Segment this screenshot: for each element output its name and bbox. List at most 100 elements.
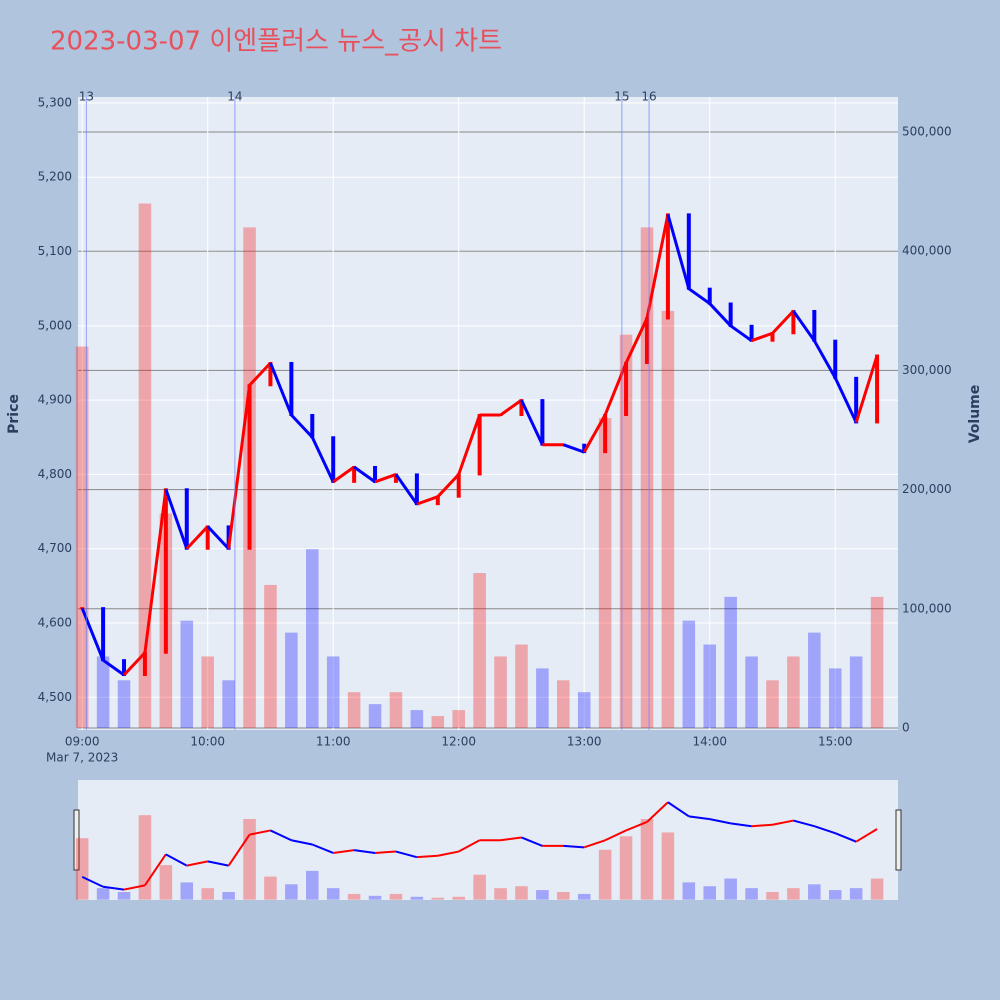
slider-volume-bar	[577, 893, 591, 900]
slider-volume-bar	[180, 882, 194, 900]
candle-body	[456, 473, 461, 498]
slider-volume-bar	[138, 815, 152, 900]
slider-price-segment	[855, 828, 878, 843]
slider-price-segment	[563, 844, 585, 849]
slider-price-segment	[437, 850, 459, 857]
volume-bar	[661, 310, 675, 728]
slider-volume-bar	[640, 819, 654, 900]
volume-bar	[180, 620, 194, 728]
slider-price-segment	[333, 849, 355, 854]
price-segment	[353, 465, 376, 484]
candle-body	[184, 488, 189, 550]
price-segment	[499, 398, 523, 417]
price-segment	[332, 465, 355, 484]
slider-price-segment	[207, 860, 229, 867]
price-segment	[290, 413, 314, 439]
slider-price-segment	[834, 832, 857, 843]
slider-price-segment	[353, 849, 376, 854]
candle-body	[163, 488, 168, 654]
candle-body	[373, 465, 378, 483]
slider-price-segment	[270, 829, 292, 842]
y-tick-label: 4,600	[38, 616, 72, 630]
slider-volume-bar	[661, 832, 675, 900]
slider-volume-bar	[410, 896, 424, 900]
volume-bar	[745, 656, 758, 728]
volume-bar	[368, 704, 382, 728]
volume-bar	[285, 632, 298, 728]
slider-volume-bar	[473, 874, 486, 900]
candle-body	[142, 651, 147, 677]
slider-price-segment	[814, 825, 836, 835]
annotation-label: 13	[79, 90, 94, 104]
candle-body	[205, 525, 210, 550]
candle-body	[665, 213, 670, 320]
slider-price-segment	[730, 822, 752, 828]
slider-price-segment	[751, 823, 773, 828]
price-segment	[227, 385, 252, 549]
candle-body	[686, 213, 691, 290]
slider-price-segment	[374, 850, 397, 854]
slider-handle[interactable]	[73, 809, 80, 871]
volume-bar	[306, 549, 319, 728]
volume-bar	[619, 334, 633, 728]
candle-body	[707, 287, 712, 305]
y2-tick-label: 0	[902, 720, 910, 734]
volume-bar	[389, 692, 403, 728]
slider-volume-bar	[431, 897, 445, 900]
slider-volume-bar	[808, 884, 821, 900]
slider-price-segment	[793, 819, 815, 828]
volume-bar	[808, 632, 821, 728]
price-segment	[751, 331, 773, 343]
slider-volume-bar	[724, 878, 737, 900]
slider-volume-bar	[619, 836, 633, 900]
volume-bar	[75, 346, 89, 728]
candle-body	[603, 413, 608, 454]
price-segment	[143, 489, 168, 653]
candle-body	[770, 332, 775, 342]
slider-volume-bar	[306, 870, 319, 900]
price-segment	[394, 473, 419, 506]
candle-body	[352, 465, 357, 483]
slider-price-segment	[688, 815, 710, 821]
volume-bar	[347, 692, 361, 728]
slider-volume-bar	[201, 888, 214, 900]
price-segment	[416, 495, 439, 506]
slider-price-segment	[186, 860, 208, 867]
slider-volume-bar	[264, 876, 277, 900]
price-segment	[206, 525, 230, 550]
slider-handle[interactable]	[895, 809, 902, 871]
slider-price-segment	[102, 885, 125, 891]
candle-body	[875, 354, 880, 424]
candle-body	[393, 473, 398, 483]
slider-volume-bar	[243, 819, 256, 900]
slider-volume-bar	[849, 888, 863, 900]
price-segment	[666, 213, 691, 290]
price-segment	[813, 339, 837, 379]
y2-tick-label: 300,000	[902, 363, 952, 377]
slider-price-segment	[81, 875, 104, 888]
volume-bar	[494, 656, 507, 728]
y-tick-label: 4,800	[38, 467, 72, 481]
volume-bar	[201, 656, 214, 728]
candle-body	[289, 361, 294, 416]
price-segment	[562, 443, 585, 454]
candle-body	[791, 309, 796, 335]
volume-bar	[452, 710, 465, 728]
candle-body	[477, 413, 482, 476]
price-segment	[164, 488, 189, 550]
y-tick-label: 5,000	[38, 318, 72, 332]
volume-bar	[431, 716, 445, 728]
price-segment	[624, 317, 649, 364]
volume-bar	[828, 668, 842, 728]
slider-price-segment	[500, 836, 522, 842]
volume-bar	[96, 656, 110, 728]
volume-bar	[138, 203, 152, 728]
x-tick-label: 14:00	[692, 735, 727, 749]
slider-price-segment	[165, 853, 188, 867]
slider-volume-bar	[326, 888, 340, 900]
candle-body	[749, 324, 754, 342]
price-segment	[687, 287, 711, 305]
volume-bar	[577, 692, 591, 728]
y-tick-label: 5,200	[38, 170, 72, 184]
slider-volume-bar	[117, 891, 131, 900]
